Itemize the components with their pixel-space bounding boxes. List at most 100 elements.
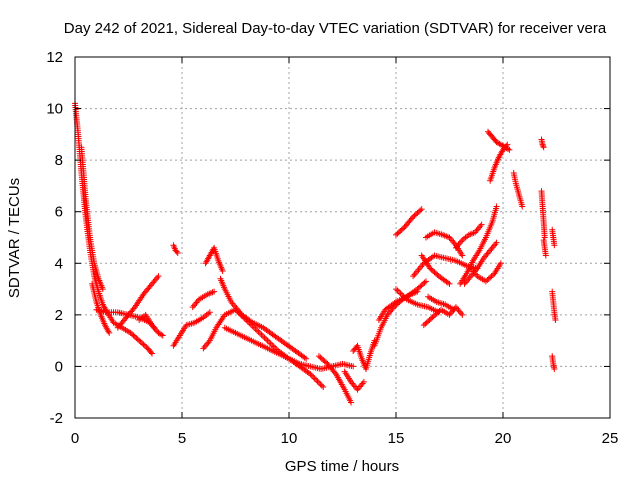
data-point-marker [159,332,166,339]
data-point-marker [429,314,436,321]
axis-ticks: 0 5 10 15 20 25 -2 0 2 4 6 8 10 12 [46,49,618,447]
data-point-marker [397,228,404,235]
data-point-marker [131,333,138,340]
data-point-marker [482,278,489,285]
data-point-marker [155,273,162,280]
data-point-marker [421,279,428,286]
data-point-marker [541,234,548,241]
data-point-marker [400,225,407,232]
data-point-marker [493,239,500,246]
x-tick-label: 0 [71,430,79,447]
data-point-marker [411,212,418,219]
data-point-marker [255,328,262,335]
data-point-marker [174,249,181,256]
data-point-marker [446,280,453,287]
data-point-marker [311,375,318,382]
data-point-marker [261,334,268,341]
data-point-marker [314,378,321,385]
y-tick-label: 2 [55,307,63,324]
data-point-marker [310,374,317,381]
data-point-marker [415,208,422,215]
data-point-marker [258,331,265,338]
data-point-marker [140,341,147,348]
data-point-marker [394,287,401,294]
data-point-marker [147,282,154,289]
x-axis-label: GPS time / hours [285,458,399,475]
data-point-marker [504,141,511,148]
data-point-marker [308,372,315,379]
data-point-marker [141,342,148,349]
data-point-marker [394,230,401,237]
data-point-marker [396,289,403,296]
data-point-marker [317,354,324,361]
data-point-marker [149,350,156,357]
data-point-marker [398,226,405,233]
data-point-marker [127,329,134,336]
data-point-marker [219,268,226,275]
data-point-marker [542,252,549,259]
data-point-marker [408,215,415,222]
data-point-marker [395,229,402,236]
data-point-marker [99,286,106,293]
data-point-marker [318,355,325,362]
data-point-marker [256,330,263,337]
y-tick-label: -2 [50,410,63,427]
data-point-marker [263,336,270,343]
data-point-marker [307,371,314,378]
y-axis-label: SDTVAR / TECUs [6,178,23,298]
data-point-marker [432,270,439,277]
data-point-marker [133,335,140,342]
data-point-marker [264,337,271,344]
y-tick-label: 4 [55,255,63,272]
data-point-marker [478,221,485,228]
data-point-marker [320,356,327,363]
data-point-marker [320,384,327,391]
data-point-marker [493,203,500,210]
plot-frame [74,56,611,419]
data-point-marker [430,268,437,275]
data-point-marker [418,282,425,289]
data-point-marker [459,252,466,259]
data-point-marker [425,318,432,325]
data-point-marker [428,266,435,273]
y-tick-label: 6 [55,204,63,221]
data-point-marker [415,284,422,291]
data-point-marker [435,309,442,316]
data-point-marker [321,358,328,365]
data-point-marker [540,142,547,149]
x-tick-label: 10 [281,430,298,447]
y-tick-label: 0 [55,358,63,375]
data-point-marker [139,340,146,347]
data-point-marker [303,355,310,362]
data-point-marker [423,319,430,326]
data-point-marker [253,327,260,334]
data-point-marker [420,322,427,329]
data-point-marker [106,329,113,336]
data-point-marker [484,277,491,284]
data-point-marker [414,210,421,217]
x-tick-label: 5 [178,430,186,447]
data-point-marker [540,144,547,151]
data-point-marker [506,146,513,153]
data-point-marker [539,141,546,148]
data-point-marker [158,331,165,338]
data-point-marker [519,203,526,210]
data-point-marker [323,359,330,366]
data-point-marker [433,310,440,317]
data-point-marker [318,382,325,389]
data-point-marker [147,349,154,356]
data-point-marker [418,206,425,213]
data-point-marker [490,271,497,278]
data-point-marker [410,213,417,220]
data-point-marker [422,278,429,285]
data-point-marker [487,274,494,281]
data-point-marker [417,283,424,290]
data-point-marker [130,305,137,312]
data-points [72,100,559,406]
data-point-marker [136,337,143,344]
data-point-marker [315,379,322,386]
data-point-marker [269,342,276,349]
data-point-marker [360,378,367,385]
data-point-marker [315,353,322,360]
